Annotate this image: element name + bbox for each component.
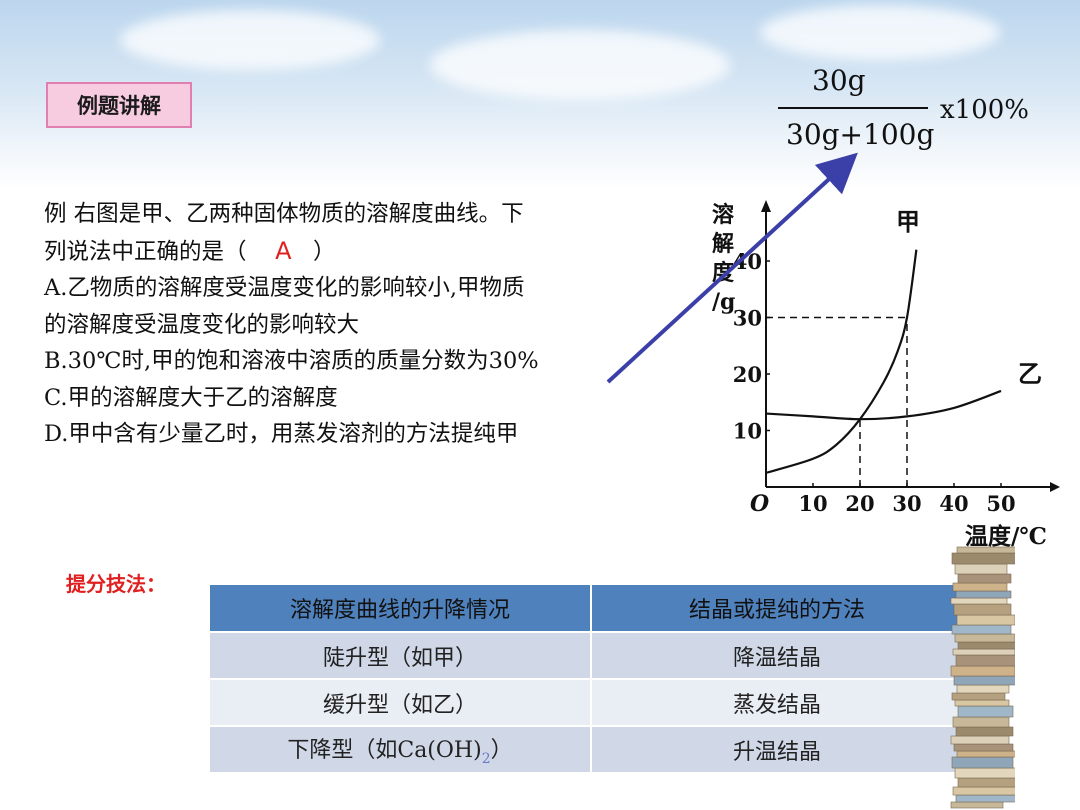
curves (765, 249, 1002, 474)
arrow-line (606, 152, 858, 384)
book-spine (955, 794, 1015, 803)
question-stem-line2: 列说法中正确的是（ A ） (44, 233, 684, 271)
question-block: 例 右图是甲、乙两种固体物质的溶解度曲线。下 列说法中正确的是（ A ） A.乙… (44, 196, 684, 453)
origin-label: O (750, 491, 769, 517)
question-stem-text: 列说法中正确的是（ (44, 238, 247, 265)
book-spine (956, 684, 1010, 694)
option-b: B.30℃时,甲的饱和溶液中溶质的质量分数为30% (44, 348, 539, 374)
option-d: D.甲中含有少量乙时，用蒸发溶剂的方法提纯甲 (44, 421, 519, 447)
section-tag: 例题讲解 (46, 82, 192, 128)
book-spine (953, 675, 1015, 686)
x-tick-label: 40 (939, 491, 968, 516)
formula-numerator: 30g (812, 64, 866, 97)
answer-mark: A (275, 236, 292, 265)
book-spine (950, 735, 1010, 745)
curve-label-yi: 乙 (1018, 359, 1042, 388)
option-c: C.甲的溶解度大于乙的溶解度 (44, 384, 338, 411)
option-a-line1: A.乙物质的溶解度受温度变化的影响较小,甲物质 (44, 275, 525, 301)
y-tick-label: 10 (733, 419, 762, 444)
x-tick-label: 20 (845, 491, 874, 516)
book-spine (957, 641, 1015, 650)
book-spine (955, 726, 1014, 737)
book-spine (954, 633, 1015, 643)
table-cell: 升温结晶 (590, 725, 964, 774)
dashed-guides (766, 316, 908, 487)
y-tick-label: 30 (733, 306, 762, 331)
book-spine (950, 801, 1004, 809)
x-axis-label: 温度/℃ (965, 523, 1047, 550)
book-spine (955, 654, 1015, 667)
table-cell: 缓升型（如乙） (208, 678, 592, 727)
book-spine (951, 756, 1014, 769)
curve-jia (765, 249, 918, 474)
y-axis-label-char: /g (712, 289, 735, 315)
curve-label-jia: 甲 (896, 207, 920, 236)
book-spine (956, 614, 1015, 626)
crystallization-table: 溶解度曲线的升降情况 结晶或提纯的方法 陡升型（如甲） 降温结晶 缓升型（如乙）… (208, 583, 964, 774)
curve-labels: 甲乙 (896, 207, 1042, 388)
cloud-decoration (120, 10, 380, 70)
question-stem-line1: 例 右图是甲、乙两种固体物质的溶解度曲线。下 (44, 201, 524, 227)
book-spine (957, 705, 1014, 718)
book-spine (952, 716, 1010, 728)
subscript: 2 (481, 751, 491, 767)
curve-yi (765, 389, 1002, 421)
book-spine (954, 767, 1015, 779)
book-spine (952, 648, 1015, 656)
table-cell: 陡升型（如甲） (208, 631, 592, 680)
y-axis-label-char: 溶 (712, 202, 734, 228)
book-spine (952, 786, 1015, 796)
cell-text: ） (490, 738, 513, 763)
table-row: 下降型（如Ca(OH)2） 升温结晶 (208, 725, 964, 774)
y-axis-label: 溶解度/g (712, 202, 735, 315)
option-a-line2: 的溶解度受温度变化的影响较大 (44, 311, 360, 338)
book-stack-image (950, 546, 1015, 809)
table-header: 结晶或提纯的方法 (590, 583, 964, 633)
book-spine (952, 582, 1008, 592)
book-spine (953, 603, 1012, 616)
book-spine (957, 777, 1015, 788)
book-spine (957, 573, 1012, 584)
x-axis-arrow (1050, 482, 1060, 492)
table-row: 缓升型（如乙） 蒸发结晶 (208, 678, 964, 727)
x-tick-label: 50 (986, 491, 1015, 516)
book-spine (951, 552, 1015, 565)
x-tick-label: 30 (892, 491, 921, 516)
table-row: 陡升型（如甲） 降温结晶 (208, 631, 964, 680)
x-tick-label: 10 (798, 491, 827, 516)
book-spine (954, 699, 1010, 707)
formula-multiplier: x100% (940, 95, 1029, 125)
table-cell: 下降型（如Ca(OH)2） (208, 725, 592, 774)
book-spine (950, 665, 1015, 677)
formula-denominator: 30g+100g (786, 118, 935, 151)
book-spine (955, 590, 1012, 599)
book-spine (951, 624, 1012, 635)
cell-text: 下降型（如Ca(OH) (287, 738, 482, 763)
tips-label: 提分技法： (66, 572, 166, 596)
book-spine (950, 597, 1008, 605)
table-header: 溶解度曲线的升降情况 (208, 583, 592, 633)
book-spine (951, 692, 1006, 701)
cloud-decoration (760, 5, 1000, 60)
book-spine (953, 743, 1014, 752)
fraction-bar (778, 107, 928, 109)
question-stem-close: ） (313, 238, 336, 265)
table-cell: 降温结晶 (590, 631, 964, 680)
cloud-decoration (430, 30, 730, 100)
book-spine (956, 546, 1015, 554)
y-tick-label: 20 (733, 362, 762, 387)
table-cell: 蒸发结晶 (590, 678, 964, 727)
y-axis-arrow (761, 200, 771, 212)
book-spine (956, 750, 1015, 758)
book-spine (954, 563, 1008, 575)
y-axis-label-char: 解 (712, 231, 734, 257)
